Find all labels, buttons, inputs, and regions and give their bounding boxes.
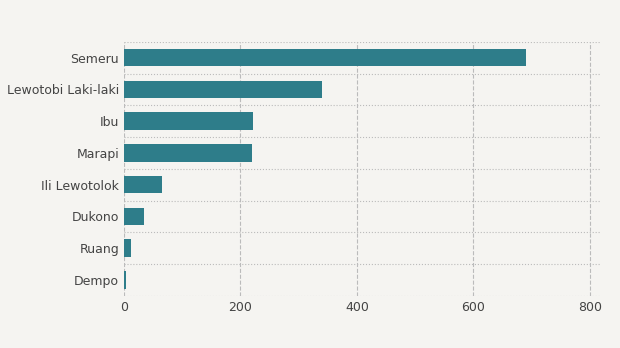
Bar (124, 81, 322, 98)
Bar (124, 112, 253, 130)
Bar (124, 176, 162, 193)
Bar (124, 144, 252, 161)
Bar (124, 208, 144, 225)
Bar (124, 49, 526, 66)
Bar (124, 239, 131, 257)
Bar (124, 271, 126, 288)
